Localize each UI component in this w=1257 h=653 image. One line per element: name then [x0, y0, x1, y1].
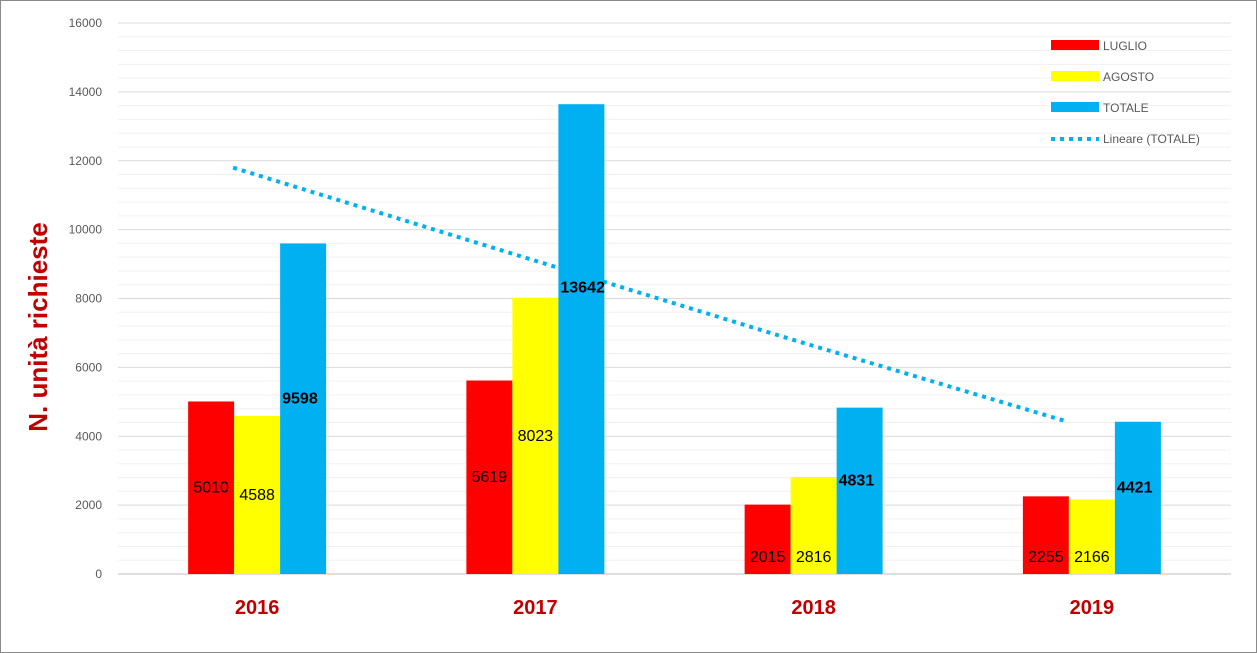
bar — [790, 477, 837, 574]
data-label: 13642 — [560, 279, 605, 296]
y-tick-label: 14000 — [69, 85, 103, 99]
y-tick-label: 6000 — [75, 360, 102, 374]
bar — [558, 104, 605, 575]
y-tick-label: 10000 — [69, 223, 103, 237]
bar — [512, 297, 559, 574]
data-label: 5010 — [193, 480, 229, 497]
legend-label: LUGLIO — [1103, 39, 1147, 53]
category-label: 2018 — [791, 597, 836, 619]
bar — [466, 380, 513, 574]
legend-label: Lineare (TOTALE) — [1103, 132, 1200, 146]
y-tick-label: 16000 — [69, 16, 103, 30]
category-label: 2019 — [1070, 597, 1115, 619]
data-label: 2015 — [750, 549, 786, 566]
legend-swatch — [1051, 71, 1099, 81]
data-label: 9598 — [282, 390, 318, 407]
bar — [1022, 496, 1069, 574]
bar — [280, 243, 327, 574]
data-label: 4588 — [239, 487, 275, 504]
y-axis-label: N. unità richieste — [23, 222, 53, 432]
bar — [1068, 499, 1115, 574]
y-tick-label: 12000 — [69, 154, 103, 168]
trendline — [232, 165, 1069, 424]
legend-label: AGOSTO — [1103, 70, 1154, 84]
data-label: 5619 — [472, 469, 508, 486]
data-label: 2255 — [1028, 549, 1064, 566]
data-label: 4831 — [839, 472, 875, 489]
bar — [836, 407, 883, 574]
y-tick-label: 4000 — [75, 429, 102, 443]
category-label: 2017 — [513, 597, 558, 619]
data-label: 4421 — [1117, 480, 1153, 497]
bar — [744, 504, 791, 574]
bar — [188, 401, 235, 574]
y-tick-label: 0 — [95, 567, 102, 581]
data-label: 2166 — [1074, 549, 1110, 566]
bar — [234, 416, 281, 574]
data-label: 8023 — [518, 428, 554, 445]
bar — [1114, 421, 1161, 574]
legend-swatch — [1051, 40, 1099, 50]
category-label: 2016 — [235, 597, 280, 619]
y-tick-label: 2000 — [75, 498, 102, 512]
y-tick-label: 8000 — [75, 292, 102, 306]
data-label: 2816 — [796, 549, 832, 566]
legend-swatch — [1051, 102, 1099, 112]
legend-label: TOTALE — [1103, 101, 1149, 115]
